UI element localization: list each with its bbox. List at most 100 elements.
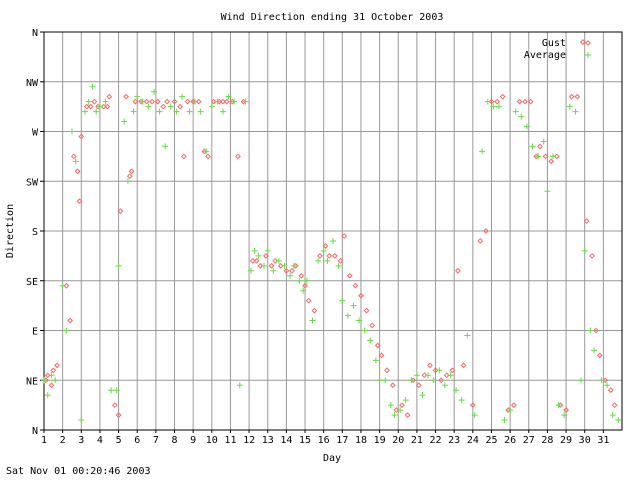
gust-point xyxy=(494,98,500,105)
x-tick-label: 5 xyxy=(116,435,122,446)
gust-point xyxy=(393,407,400,414)
average-point xyxy=(96,103,103,110)
average-point xyxy=(275,257,282,264)
x-tick-label: 4 xyxy=(97,435,103,446)
average-point xyxy=(339,297,346,304)
gust-point xyxy=(289,267,295,274)
gust-point xyxy=(184,98,191,105)
average-point xyxy=(41,377,47,384)
gust-point xyxy=(104,103,111,110)
average-point xyxy=(219,108,226,115)
gust-point xyxy=(249,257,256,264)
average-point xyxy=(419,392,426,399)
legend-average-label: Average xyxy=(524,50,566,61)
average-point xyxy=(581,247,588,254)
gust-point xyxy=(389,382,396,389)
gust-point xyxy=(283,267,290,274)
gust-point xyxy=(78,133,85,140)
gust-point xyxy=(164,98,170,105)
average-point xyxy=(281,262,288,269)
gust-point xyxy=(302,282,308,289)
average-point xyxy=(173,108,180,115)
x-tick-label: 16 xyxy=(318,435,330,446)
x-tick-label: 29 xyxy=(560,435,572,446)
gust-point xyxy=(363,307,370,314)
average-point xyxy=(529,143,536,150)
gust-point xyxy=(253,257,260,264)
average-point xyxy=(397,407,404,414)
average-point xyxy=(134,93,141,100)
average-point xyxy=(335,262,342,269)
gust-point xyxy=(311,307,318,314)
gust-point xyxy=(195,98,202,105)
average-point xyxy=(130,108,137,115)
average-point xyxy=(430,377,437,384)
average-point xyxy=(251,247,258,254)
gust-point xyxy=(607,387,614,394)
legend-average-symbol xyxy=(585,52,591,58)
average-point xyxy=(89,83,96,90)
gust-point xyxy=(374,342,381,349)
gust-point xyxy=(262,252,269,259)
x-axis-ticks: 1 2 3 4 5 6 7 8 9 10 11 12 13 14 15 16 17 18 19 20 21 22 23 24 2… xyxy=(41,430,609,446)
average-point xyxy=(484,98,491,105)
average-point xyxy=(501,417,508,424)
gust-point xyxy=(87,103,94,110)
gust-point xyxy=(488,98,495,105)
average-point xyxy=(255,252,262,259)
average-point xyxy=(577,377,584,384)
average-point xyxy=(555,402,562,409)
y-tick-label: NE xyxy=(26,376,38,387)
average-point xyxy=(115,262,122,269)
average-point xyxy=(330,237,336,244)
average-point xyxy=(85,98,92,105)
gust-point xyxy=(277,262,284,269)
gust-point xyxy=(399,402,405,409)
gust-point xyxy=(67,317,74,324)
gust-point xyxy=(596,352,603,359)
gust-point xyxy=(346,272,353,279)
average-point xyxy=(203,148,210,155)
legend-gust-marker xyxy=(585,40,591,46)
average-point xyxy=(68,128,75,135)
x-tick-label: 6 xyxy=(134,435,140,446)
average-point xyxy=(479,148,486,155)
average-point xyxy=(102,98,109,105)
average-point xyxy=(290,262,297,269)
y-tick-label: SE xyxy=(26,277,38,288)
average-point xyxy=(52,377,59,384)
average-series xyxy=(41,83,622,424)
average-point xyxy=(402,397,409,404)
legend: Gust Average xyxy=(524,38,591,61)
average-point xyxy=(523,123,530,130)
x-tick-label: 1 xyxy=(41,435,47,446)
gust-point xyxy=(180,153,187,160)
average-point xyxy=(372,357,379,364)
x-tick-label: 30 xyxy=(579,435,591,446)
x-tick-label: 17 xyxy=(336,435,348,446)
gust-point xyxy=(220,98,226,105)
gust-point xyxy=(76,198,83,205)
average-point xyxy=(113,387,120,394)
average-point xyxy=(78,417,85,424)
gust-point xyxy=(583,218,590,224)
y-tick-label: SW xyxy=(26,177,39,188)
average-point xyxy=(225,93,232,100)
gust-point xyxy=(326,252,333,259)
y-tick-label: N xyxy=(32,28,38,39)
y-tick-label: NW xyxy=(26,78,39,89)
x-tick-label: 11 xyxy=(224,435,236,446)
x-tick-label: 8 xyxy=(172,435,178,446)
gust-point xyxy=(48,382,55,389)
y-tick-label: N xyxy=(32,426,38,437)
x-tick-label: 12 xyxy=(243,435,255,446)
average-point xyxy=(214,98,221,105)
gust-point xyxy=(358,292,364,299)
average-point xyxy=(296,277,303,284)
gust-point xyxy=(44,372,51,379)
gust-point xyxy=(415,382,422,389)
gust-point xyxy=(91,98,98,105)
average-point xyxy=(261,262,268,269)
gust-point xyxy=(322,243,329,249)
average-point xyxy=(535,153,542,160)
